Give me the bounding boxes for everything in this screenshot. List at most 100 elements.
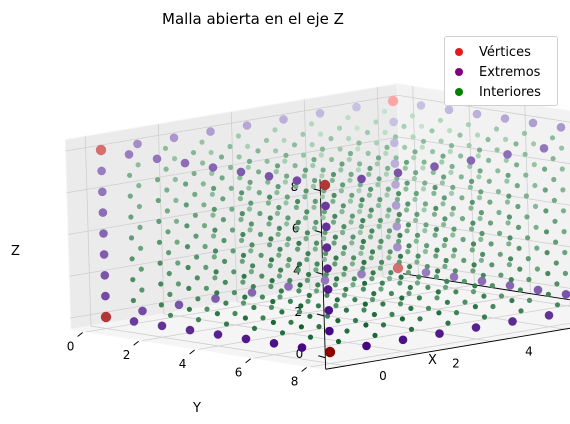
point-interior [525,256,531,262]
point-edge [292,176,302,185]
point-interior [355,167,361,173]
point-interior [560,187,566,193]
point-interior [229,206,235,212]
point-interior [250,263,256,269]
point-interior [487,220,494,226]
point-edge [315,109,325,118]
point-interior [313,240,320,246]
point-interior [324,313,331,319]
point-interior [449,211,455,217]
point-interior [357,182,363,188]
point-interior [338,167,344,173]
point-interior [490,303,496,310]
point-interior [362,301,368,307]
point-interior [383,150,389,156]
data-points [95,95,570,358]
point-interior [351,276,357,282]
point-interior [404,228,410,234]
point-interior [223,300,229,306]
x-axis-label: X [428,353,437,368]
point-interior [349,261,355,267]
point-edge [398,335,408,345]
point-interior [250,284,256,290]
point-edge [174,300,184,310]
point-edge [389,117,398,127]
point-interior [405,201,411,207]
point-interior [195,296,201,302]
point-interior [310,162,316,169]
legend: Vértices Extremos Interiores [444,36,558,106]
point-interior [386,275,393,282]
point-interior [425,284,431,290]
point-interior [503,157,509,163]
point-interior [211,233,217,239]
point-interior [355,146,361,152]
point-interior [459,195,465,201]
point-interior [248,248,254,254]
point-interior [495,168,501,174]
y-tick-label: 6 [235,366,243,380]
point-interior [167,291,173,297]
point-interior [321,209,327,215]
point-interior [285,236,292,242]
point-interior [332,213,338,219]
point-interior [211,206,217,212]
point-interior [442,263,448,269]
point-interior [266,221,272,227]
point-interior [524,214,530,220]
point-interior [504,199,511,205]
point-interior [513,141,519,147]
point-interior [328,136,334,142]
point-edge [97,166,106,176]
point-interior [368,186,374,192]
point-interior [183,181,189,187]
point-interior [311,204,317,210]
point-interior [345,115,351,121]
point-interior [486,178,492,184]
point-interior [371,291,377,297]
point-interior [248,221,254,227]
grid-line-z [397,94,570,123]
point-interior [386,207,392,213]
point-interior [459,216,466,222]
point-interior [320,167,326,173]
point-interior [438,138,444,144]
point-interior [378,286,384,292]
point-interior [335,338,342,345]
point-interior [257,231,264,237]
point-interior [246,158,253,164]
point-interior [497,230,503,236]
legend-marker-extremes [455,68,463,76]
point-interior [137,224,143,230]
point-interior [356,140,362,146]
point-interior [478,236,484,242]
point-interior [437,117,444,123]
point-interior [301,173,307,179]
point-interior [309,142,315,148]
point-interior [518,308,524,314]
point-interior [364,129,371,136]
point-interior [274,210,281,216]
point-interior [497,251,503,257]
point-edge [430,162,439,171]
point-interior [203,264,209,270]
point-interior [443,257,449,264]
point-interior [308,121,315,127]
point-interior [231,290,237,296]
point-interior [398,274,404,280]
point-interior [166,270,172,277]
point-interior [201,202,207,208]
legend-item-vertices: Vértices [455,43,531,61]
point-interior [276,252,282,258]
point-interior [444,278,450,284]
point-interior [514,183,520,189]
point-interior [466,142,472,149]
point-interior [130,277,136,283]
point-interior [316,324,322,330]
point-interior [385,234,391,240]
legend-label-extremes: Extremos [479,64,541,80]
point-interior [407,284,413,291]
point-interior [470,220,476,226]
point-interior [423,222,429,228]
point-interior [352,317,359,324]
